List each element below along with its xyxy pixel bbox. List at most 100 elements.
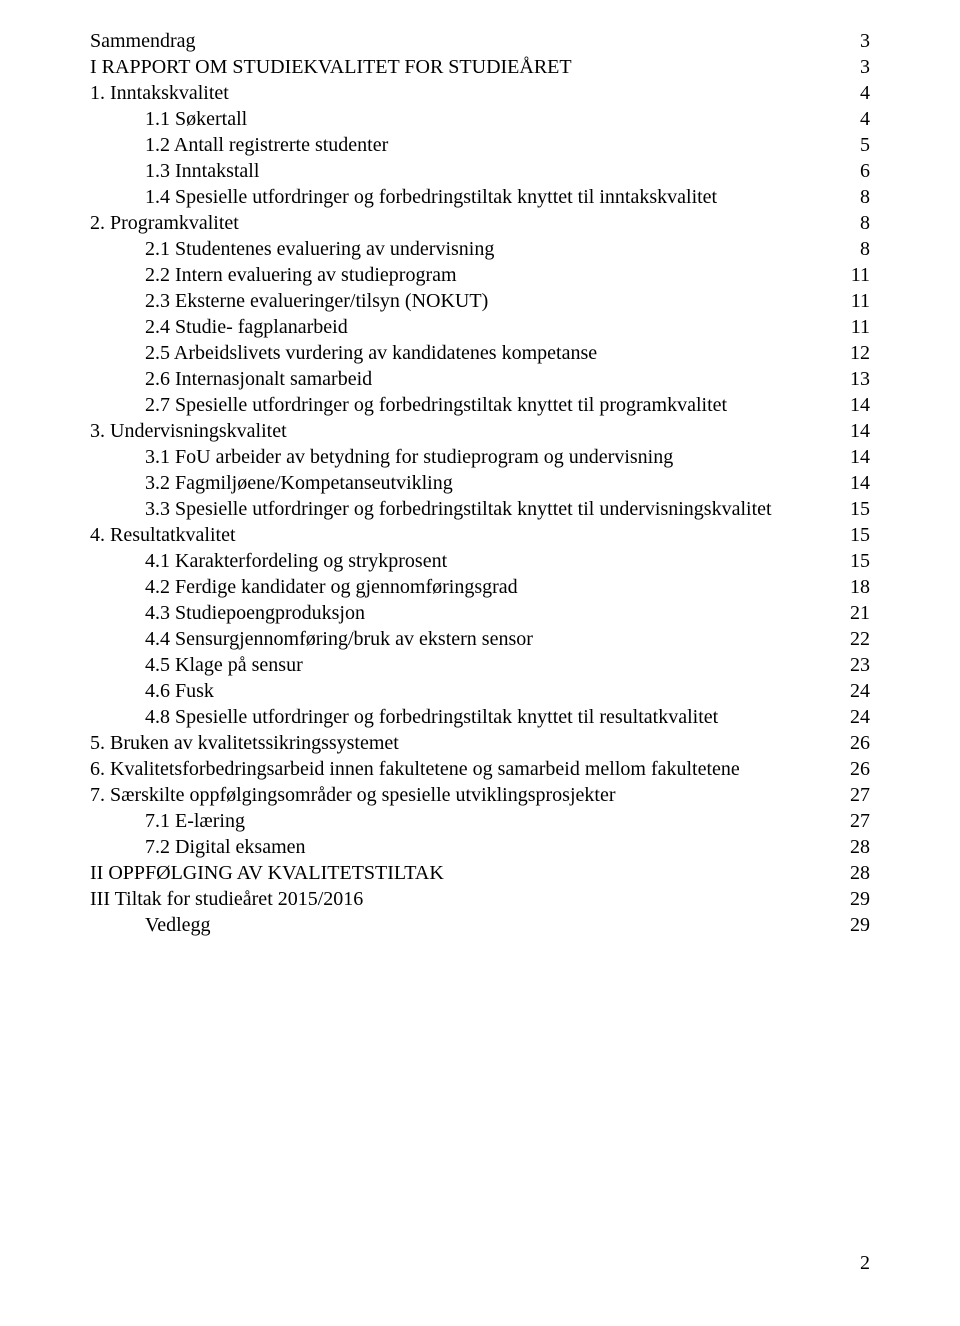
toc-entry-label: 3.3 Spesielle utfordringer og forbedring… (145, 496, 772, 522)
toc-entry-label: 6. Kvalitetsforbedringsarbeid innen faku… (90, 756, 740, 782)
toc-entry: 2.3 Eksterne evalueringer/tilsyn (NOKUT)… (90, 288, 870, 314)
toc-entry: 2.1 Studentenes evaluering av undervisni… (90, 236, 870, 262)
toc-entry: 4.2 Ferdige kandidater og gjennomførings… (90, 574, 870, 600)
toc-entry: 7.2 Digital eksamen 28 (90, 834, 870, 860)
toc-entry-label: 4.8 Spesielle utfordringer og forbedring… (145, 704, 718, 730)
toc-entry: 2.5 Arbeidslivets vurdering av kandidate… (90, 340, 870, 366)
toc-entry-label: 4.1 Karakterfordeling og strykprosent (145, 548, 447, 574)
toc-entry: 6. Kvalitetsforbedringsarbeid innen faku… (90, 756, 870, 782)
toc-entry-label: 4.6 Fusk (145, 678, 214, 704)
toc-entry: 2. Programkvalitet 8 (90, 210, 870, 236)
page-number: 2 (860, 1250, 870, 1276)
toc-entry-label: 2.4 Studie- fagplanarbeid (145, 314, 348, 340)
toc-entry-page: 24 (842, 678, 870, 704)
toc-entry: 3. Undervisningskvalitet 14 (90, 418, 870, 444)
toc-entry-label: 7. Særskilte oppfølgingsområder og spesi… (90, 782, 616, 808)
toc-entry: 4.6 Fusk 24 (90, 678, 870, 704)
toc-entry: 7. Særskilte oppfølgingsområder og spesi… (90, 782, 870, 808)
toc-entry: 3.1 FoU arbeider av betydning for studie… (90, 444, 870, 470)
toc-entry: 4.1 Karakterfordeling og strykprosent 15 (90, 548, 870, 574)
toc-entry-page: 3 (842, 28, 870, 54)
toc-entry-label: II OPPFØLGING AV KVALITETSTILTAK (90, 860, 444, 886)
toc-entry-label: Sammendrag (90, 28, 196, 54)
toc-entry-label: III Tiltak for studieåret 2015/2016 (90, 886, 363, 912)
toc-entry-label: 1.1 Søkertall (145, 106, 247, 132)
toc-entry-page: 27 (842, 782, 870, 808)
toc-entry-page: 8 (842, 210, 870, 236)
toc-entry: 4.8 Spesielle utfordringer og forbedring… (90, 704, 870, 730)
toc-entry-label: 4.5 Klage på sensur (145, 652, 303, 678)
toc-entry-label: 2. Programkvalitet (90, 210, 239, 236)
toc-entry-label: 4. Resultatkvalitet (90, 522, 236, 548)
toc-entry-page: 29 (842, 886, 870, 912)
toc-entry-label: 2.1 Studentenes evaluering av undervisni… (145, 236, 494, 262)
toc-entry-label: 5. Bruken av kvalitetssikringssystemet (90, 730, 399, 756)
toc-entry-label: 3. Undervisningskvalitet (90, 418, 287, 444)
toc-entry-page: 4 (842, 80, 870, 106)
table-of-contents: Sammendrag 3I RAPPORT OM STUDIEKVALITET … (90, 28, 870, 938)
toc-entry-label: 1.2 Antall registrerte studenter (145, 132, 388, 158)
toc-entry-page: 11 (842, 314, 870, 340)
toc-entry-page: 28 (842, 860, 870, 886)
toc-entry-page: 13 (842, 366, 870, 392)
toc-entry-label: 3.2 Fagmiljøene/Kompetanseutvikling (145, 470, 453, 496)
toc-entry: 4.5 Klage på sensur 23 (90, 652, 870, 678)
toc-entry-page: 29 (842, 912, 870, 938)
toc-entry: 5. Bruken av kvalitetssikringssystemet 2… (90, 730, 870, 756)
toc-entry-page: 18 (842, 574, 870, 600)
document-page: Sammendrag 3I RAPPORT OM STUDIEKVALITET … (0, 0, 960, 1326)
toc-entry-label: 1.4 Spesielle utfordringer og forbedring… (145, 184, 717, 210)
toc-entry-label: 7.2 Digital eksamen (145, 834, 306, 860)
toc-entry-label: 2.2 Intern evaluering av studieprogram (145, 262, 457, 288)
toc-entry: 7.1 E-læring 27 (90, 808, 870, 834)
toc-entry: 1.4 Spesielle utfordringer og forbedring… (90, 184, 870, 210)
toc-entry-page: 14 (842, 392, 870, 418)
toc-entry-label: Vedlegg (145, 912, 211, 938)
toc-entry: 1.1 Søkertall 4 (90, 106, 870, 132)
toc-entry: II OPPFØLGING AV KVALITETSTILTAK 28 (90, 860, 870, 886)
toc-entry-label: 2.3 Eksterne evalueringer/tilsyn (NOKUT) (145, 288, 488, 314)
toc-entry: 4. Resultatkvalitet 15 (90, 522, 870, 548)
toc-entry-page: 14 (842, 418, 870, 444)
toc-entry-page: 8 (842, 184, 870, 210)
toc-entry-page: 28 (842, 834, 870, 860)
toc-entry: 2.7 Spesielle utfordringer og forbedring… (90, 392, 870, 418)
toc-entry-label: 1.3 Inntakstall (145, 158, 259, 184)
toc-entry: 1.3 Inntakstall 6 (90, 158, 870, 184)
toc-entry-label: 2.7 Spesielle utfordringer og forbedring… (145, 392, 727, 418)
toc-entry: III Tiltak for studieåret 2015/2016 29 (90, 886, 870, 912)
toc-entry-label: 3.1 FoU arbeider av betydning for studie… (145, 444, 673, 470)
toc-entry-page: 11 (842, 288, 870, 314)
toc-entry: 2.6 Internasjonalt samarbeid 13 (90, 366, 870, 392)
toc-entry-label: 7.1 E-læring (145, 808, 245, 834)
toc-entry-page: 5 (842, 132, 870, 158)
toc-entry: 2.4 Studie- fagplanarbeid 11 (90, 314, 870, 340)
toc-entry: 3.3 Spesielle utfordringer og forbedring… (90, 496, 870, 522)
toc-entry-page: 14 (842, 444, 870, 470)
toc-entry-label: 1. Inntakskvalitet (90, 80, 229, 106)
toc-entry: Sammendrag 3 (90, 28, 870, 54)
toc-entry-label: I RAPPORT OM STUDIEKVALITET FOR STUDIEÅR… (90, 54, 572, 80)
toc-entry-page: 3 (842, 54, 870, 80)
toc-entry-label: 4.2 Ferdige kandidater og gjennomførings… (145, 574, 518, 600)
toc-entry-page: 15 (842, 522, 870, 548)
toc-entry: 3.2 Fagmiljøene/Kompetanseutvikling 14 (90, 470, 870, 496)
toc-entry-page: 26 (842, 730, 870, 756)
toc-entry-label: 2.5 Arbeidslivets vurdering av kandidate… (145, 340, 597, 366)
toc-entry-page: 23 (842, 652, 870, 678)
toc-entry-page: 4 (842, 106, 870, 132)
toc-entry-label: 2.6 Internasjonalt samarbeid (145, 366, 372, 392)
toc-entry-label: 4.3 Studiepoengproduksjon (145, 600, 365, 626)
toc-entry: 1. Inntakskvalitet 4 (90, 80, 870, 106)
toc-entry-page: 15 (842, 548, 870, 574)
toc-entry-page: 24 (842, 704, 870, 730)
toc-entry-page: 6 (842, 158, 870, 184)
toc-entry-label: 4.4 Sensurgjennomføring/bruk av ekstern … (145, 626, 533, 652)
toc-entry: 2.2 Intern evaluering av studieprogram 1… (90, 262, 870, 288)
toc-entry-page: 11 (842, 262, 870, 288)
toc-entry-page: 21 (842, 600, 870, 626)
toc-entry-page: 22 (842, 626, 870, 652)
toc-entry-page: 27 (842, 808, 870, 834)
toc-entry: 1.2 Antall registrerte studenter 5 (90, 132, 870, 158)
toc-entry: 4.3 Studiepoengproduksjon 21 (90, 600, 870, 626)
